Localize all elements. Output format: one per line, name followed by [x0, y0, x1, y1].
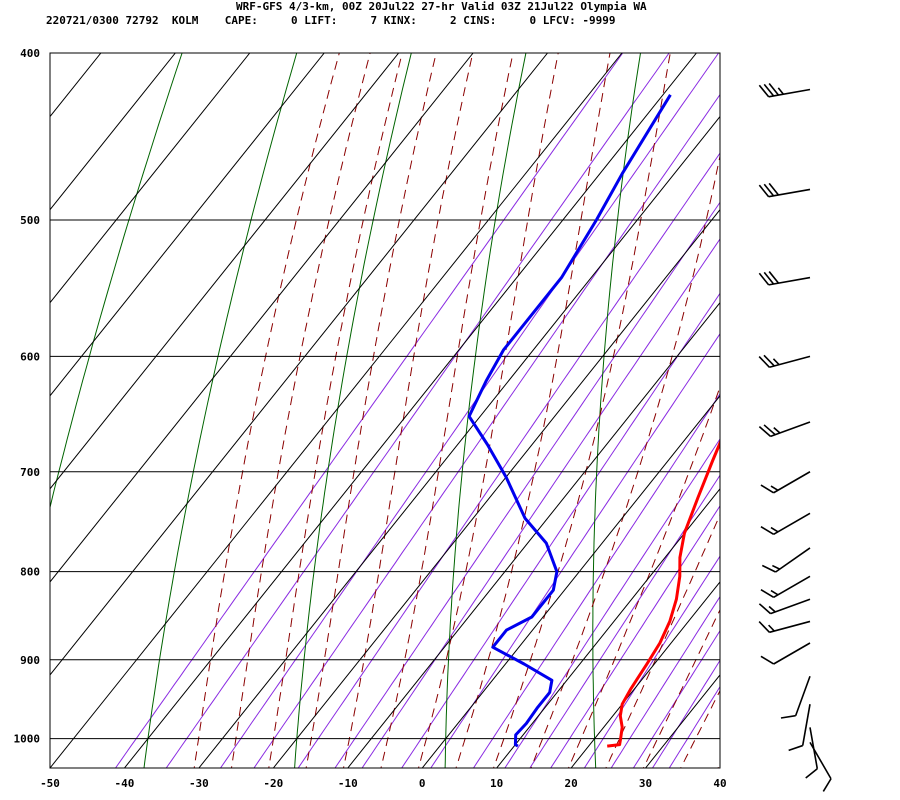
moist-adiabats — [193, 53, 720, 768]
isotherm-line — [347, 301, 720, 768]
mixing-ratio-line — [610, 595, 720, 768]
station-indices-line: 220721/0300 72792 KOLM CAPE: 0 LIFT: 7 K… — [46, 14, 616, 27]
wind-barb — [809, 741, 832, 792]
pressure-tick-label: 1000 — [14, 733, 41, 746]
wind-barb — [758, 598, 811, 615]
isotherm-line — [198, 115, 720, 768]
moist-adiabat — [567, 385, 720, 768]
temperature-tick-label: -50 — [40, 777, 60, 790]
dry-adiabat — [50, 53, 183, 510]
wind-barb — [758, 182, 811, 198]
dry-adiabat — [731, 15, 760, 783]
profile-series — [467, 94, 720, 748]
mixing-ratio-line — [529, 474, 720, 768]
wind-barb — [758, 421, 811, 438]
temperature-tick-label: -10 — [338, 777, 358, 790]
plot-frame — [49, 52, 721, 769]
temperature-axis-labels: -50 -40 -30 -20 -10 0 10 20 30 40 — [40, 777, 727, 790]
mixing-ratio-line — [114, 53, 624, 768]
moist-adiabat — [230, 53, 371, 768]
wind-barb — [758, 271, 811, 286]
isotherms — [50, 53, 720, 768]
mixing-ratio-line — [583, 555, 720, 768]
temperature-profile — [607, 439, 720, 748]
mixing-ratio-line — [472, 393, 720, 768]
isotherm-line — [124, 53, 697, 768]
dry-adiabat — [143, 53, 298, 768]
pressure-tick-label: 700 — [20, 466, 40, 479]
isotherm-line — [50, 53, 548, 676]
temperature-tick-label: 40 — [713, 777, 726, 790]
wind-barb — [760, 512, 811, 536]
mixing-ratio-line — [253, 93, 720, 768]
mixing-ratio-line — [550, 505, 720, 768]
isotherm-line — [272, 208, 720, 768]
moist-adiabat — [305, 53, 437, 768]
wind-barb — [788, 704, 811, 752]
mixing-ratio-line — [165, 53, 670, 768]
grid — [50, 52, 720, 768]
mixing-ratio-line — [401, 292, 720, 768]
mixing-ratio-line — [504, 438, 720, 768]
moist-adiabat — [717, 763, 720, 768]
moist-adiabat — [342, 53, 474, 768]
isotherm-line — [496, 488, 720, 768]
isotherm-line — [50, 53, 623, 768]
wind-barb — [760, 642, 811, 665]
isotherm-line — [50, 53, 176, 211]
mixing-ratio-line — [632, 629, 720, 768]
temperature-tick-label: 0 — [419, 777, 426, 790]
temperature-tick-label: -30 — [189, 777, 209, 790]
mixing-ratio-line — [361, 238, 720, 768]
isotherm-line — [570, 581, 720, 768]
mixing-ratio-line — [219, 53, 720, 768]
pressure-tick-label: 800 — [20, 566, 40, 579]
moist-adiabat — [193, 53, 340, 768]
mixing-ratio-line — [430, 332, 720, 768]
wind-barbs — [758, 83, 832, 792]
moist-adiabat — [268, 53, 403, 768]
moist-adiabat — [492, 53, 671, 768]
moist-adiabat — [605, 513, 720, 768]
pressure-tick-label: 400 — [20, 47, 40, 60]
isotherm-line — [50, 53, 474, 583]
pressure-tick-label: 500 — [20, 214, 40, 227]
wind-barb — [760, 471, 811, 494]
wind-barb — [761, 547, 811, 573]
pressure-tick-label: 600 — [20, 350, 40, 363]
isotherm-line — [50, 53, 325, 397]
dry-adiabat — [444, 53, 527, 768]
temperature-tick-label: 30 — [639, 777, 652, 790]
dewpoint-profile — [467, 94, 672, 748]
mixing-ratio-line — [668, 685, 720, 768]
pressure-tick-label: 900 — [20, 654, 40, 667]
wind-barb — [758, 354, 811, 369]
wind-barb — [780, 675, 811, 719]
mixing-ratio-line — [297, 152, 720, 768]
dry-adiabat — [592, 53, 642, 768]
moist-adiabat — [642, 608, 720, 768]
mixing-ratio-line — [334, 201, 720, 768]
moist-adiabat — [380, 53, 514, 768]
isotherm-line — [645, 674, 720, 768]
temperature-tick-label: -40 — [115, 777, 135, 790]
dry-adiabat — [294, 53, 412, 768]
isotherm-line — [719, 767, 720, 768]
wind-barb — [758, 620, 811, 634]
wind-barb — [758, 83, 811, 98]
temperature-tick-label: -20 — [263, 777, 283, 790]
wind-barb — [760, 575, 811, 599]
temperature-tick-label: 20 — [564, 777, 577, 790]
isotherm-line — [50, 53, 251, 304]
mixing-ratio-line — [651, 659, 720, 768]
pressure-axis-labels: 400 500 600 700 800 900 1000 — [14, 47, 41, 746]
moist-adiabat — [530, 153, 720, 768]
isotherm-line — [50, 53, 400, 490]
dry-adiabat — [861, 15, 899, 783]
isotherm-line — [421, 394, 720, 768]
chart-title: WRF-GFS 4/3-km, 00Z 20Jul22 27-hr Valid … — [236, 0, 647, 13]
temperature-tick-label: 10 — [490, 777, 503, 790]
